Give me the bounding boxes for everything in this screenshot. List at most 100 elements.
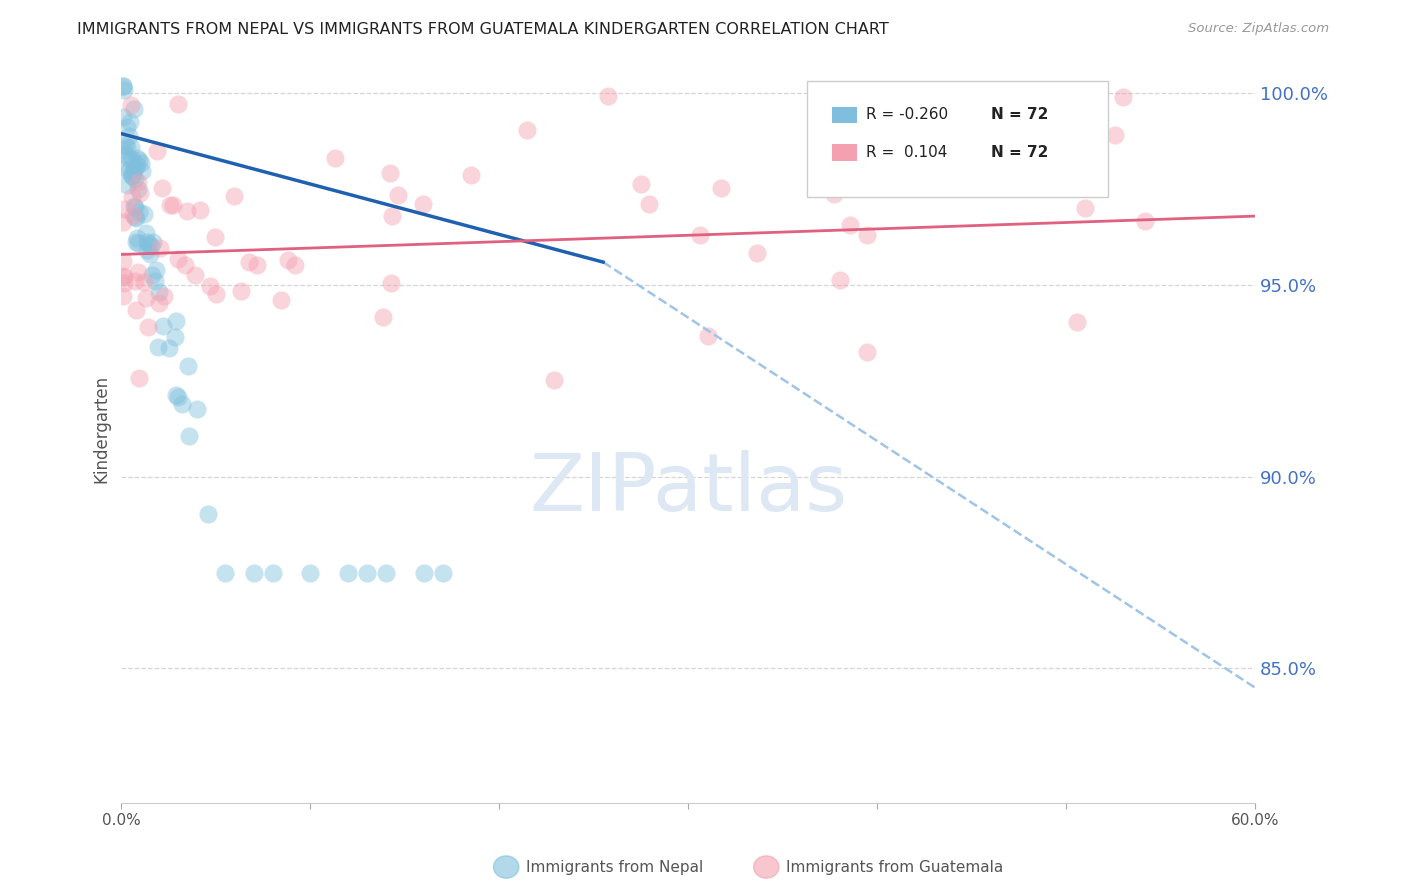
Point: [138, 319, 160, 334]
Point: [638, 196, 661, 211]
Point: [830, 273, 852, 287]
Y-axis label: Kindergarten: Kindergarten: [93, 375, 110, 483]
Point: [129, 156, 152, 170]
Point: [118, 163, 141, 178]
Point: [262, 566, 284, 580]
Point: [121, 190, 143, 204]
Point: [188, 202, 211, 217]
Point: [149, 241, 172, 255]
Text: N = 72: N = 72: [991, 107, 1047, 122]
Point: [128, 205, 150, 219]
Point: [543, 373, 565, 387]
Point: [745, 246, 768, 260]
Point: [148, 285, 170, 299]
Point: [112, 110, 135, 124]
Point: [176, 359, 198, 373]
Point: [122, 156, 145, 170]
Point: [121, 208, 143, 222]
Point: [380, 277, 402, 291]
Point: [1021, 163, 1043, 178]
Point: [117, 152, 139, 166]
Point: [214, 566, 236, 580]
Point: [162, 198, 184, 212]
Point: [112, 78, 135, 93]
Point: [139, 239, 162, 253]
Point: [197, 508, 219, 522]
Text: IMMIGRANTS FROM NEPAL VS IMMIGRANTS FROM GUATEMALA KINDERGARTEN CORRELATION CHAR: IMMIGRANTS FROM NEPAL VS IMMIGRANTS FROM…: [77, 22, 889, 37]
Point: [460, 169, 482, 183]
Point: [856, 344, 879, 359]
Point: [121, 169, 143, 184]
Point: [917, 178, 939, 192]
Point: [153, 289, 176, 303]
Point: [124, 161, 146, 176]
Point: [378, 166, 401, 180]
Point: [127, 151, 149, 165]
Point: [124, 172, 146, 186]
Point: [173, 258, 195, 272]
Point: [129, 186, 152, 200]
Point: [112, 276, 135, 290]
Point: [115, 120, 138, 135]
Point: [186, 401, 208, 416]
Point: [697, 329, 720, 343]
Point: [204, 230, 226, 244]
Point: [838, 219, 860, 233]
Point: [596, 89, 619, 103]
Point: [128, 371, 150, 385]
Point: [122, 199, 145, 213]
Point: [112, 269, 135, 284]
Point: [229, 284, 252, 298]
Point: [134, 275, 156, 289]
Point: [148, 296, 170, 310]
Point: [127, 236, 149, 251]
Point: [122, 102, 145, 116]
Point: [115, 178, 138, 192]
FancyBboxPatch shape: [807, 81, 1108, 197]
Point: [356, 566, 378, 580]
Point: [124, 200, 146, 214]
Point: [167, 252, 190, 267]
Point: [323, 152, 346, 166]
Text: Source: ZipAtlas.com: Source: ZipAtlas.com: [1188, 22, 1329, 36]
Point: [184, 268, 207, 283]
Point: [112, 78, 135, 93]
Point: [855, 227, 877, 242]
FancyBboxPatch shape: [832, 145, 858, 161]
Point: [270, 293, 292, 307]
Point: [125, 211, 148, 226]
Point: [146, 145, 169, 159]
Point: [1066, 315, 1088, 329]
Point: [148, 340, 170, 354]
Point: [114, 138, 136, 153]
Point: [432, 566, 454, 580]
Point: [381, 209, 404, 223]
Point: [1104, 128, 1126, 143]
Point: [134, 207, 156, 221]
Point: [371, 310, 394, 324]
Point: [165, 387, 187, 401]
Point: [112, 83, 135, 97]
Point: [150, 181, 173, 195]
Point: [121, 169, 143, 183]
Point: [125, 158, 148, 172]
Point: [127, 265, 149, 279]
Text: Immigrants from Guatemala: Immigrants from Guatemala: [786, 860, 1004, 874]
Point: [138, 237, 160, 252]
Point: [374, 566, 396, 580]
Point: [128, 153, 150, 168]
Point: [112, 254, 135, 268]
Point: [710, 181, 733, 195]
Point: [179, 429, 201, 443]
Point: [205, 287, 228, 301]
Point: [112, 289, 135, 303]
Point: [165, 330, 187, 344]
Point: [1133, 214, 1156, 228]
Point: [112, 161, 135, 176]
Text: N = 72: N = 72: [991, 145, 1047, 160]
Point: [152, 319, 174, 334]
Text: Immigrants from Nepal: Immigrants from Nepal: [526, 860, 703, 874]
Point: [115, 147, 138, 161]
FancyBboxPatch shape: [832, 107, 858, 123]
Point: [337, 566, 360, 580]
